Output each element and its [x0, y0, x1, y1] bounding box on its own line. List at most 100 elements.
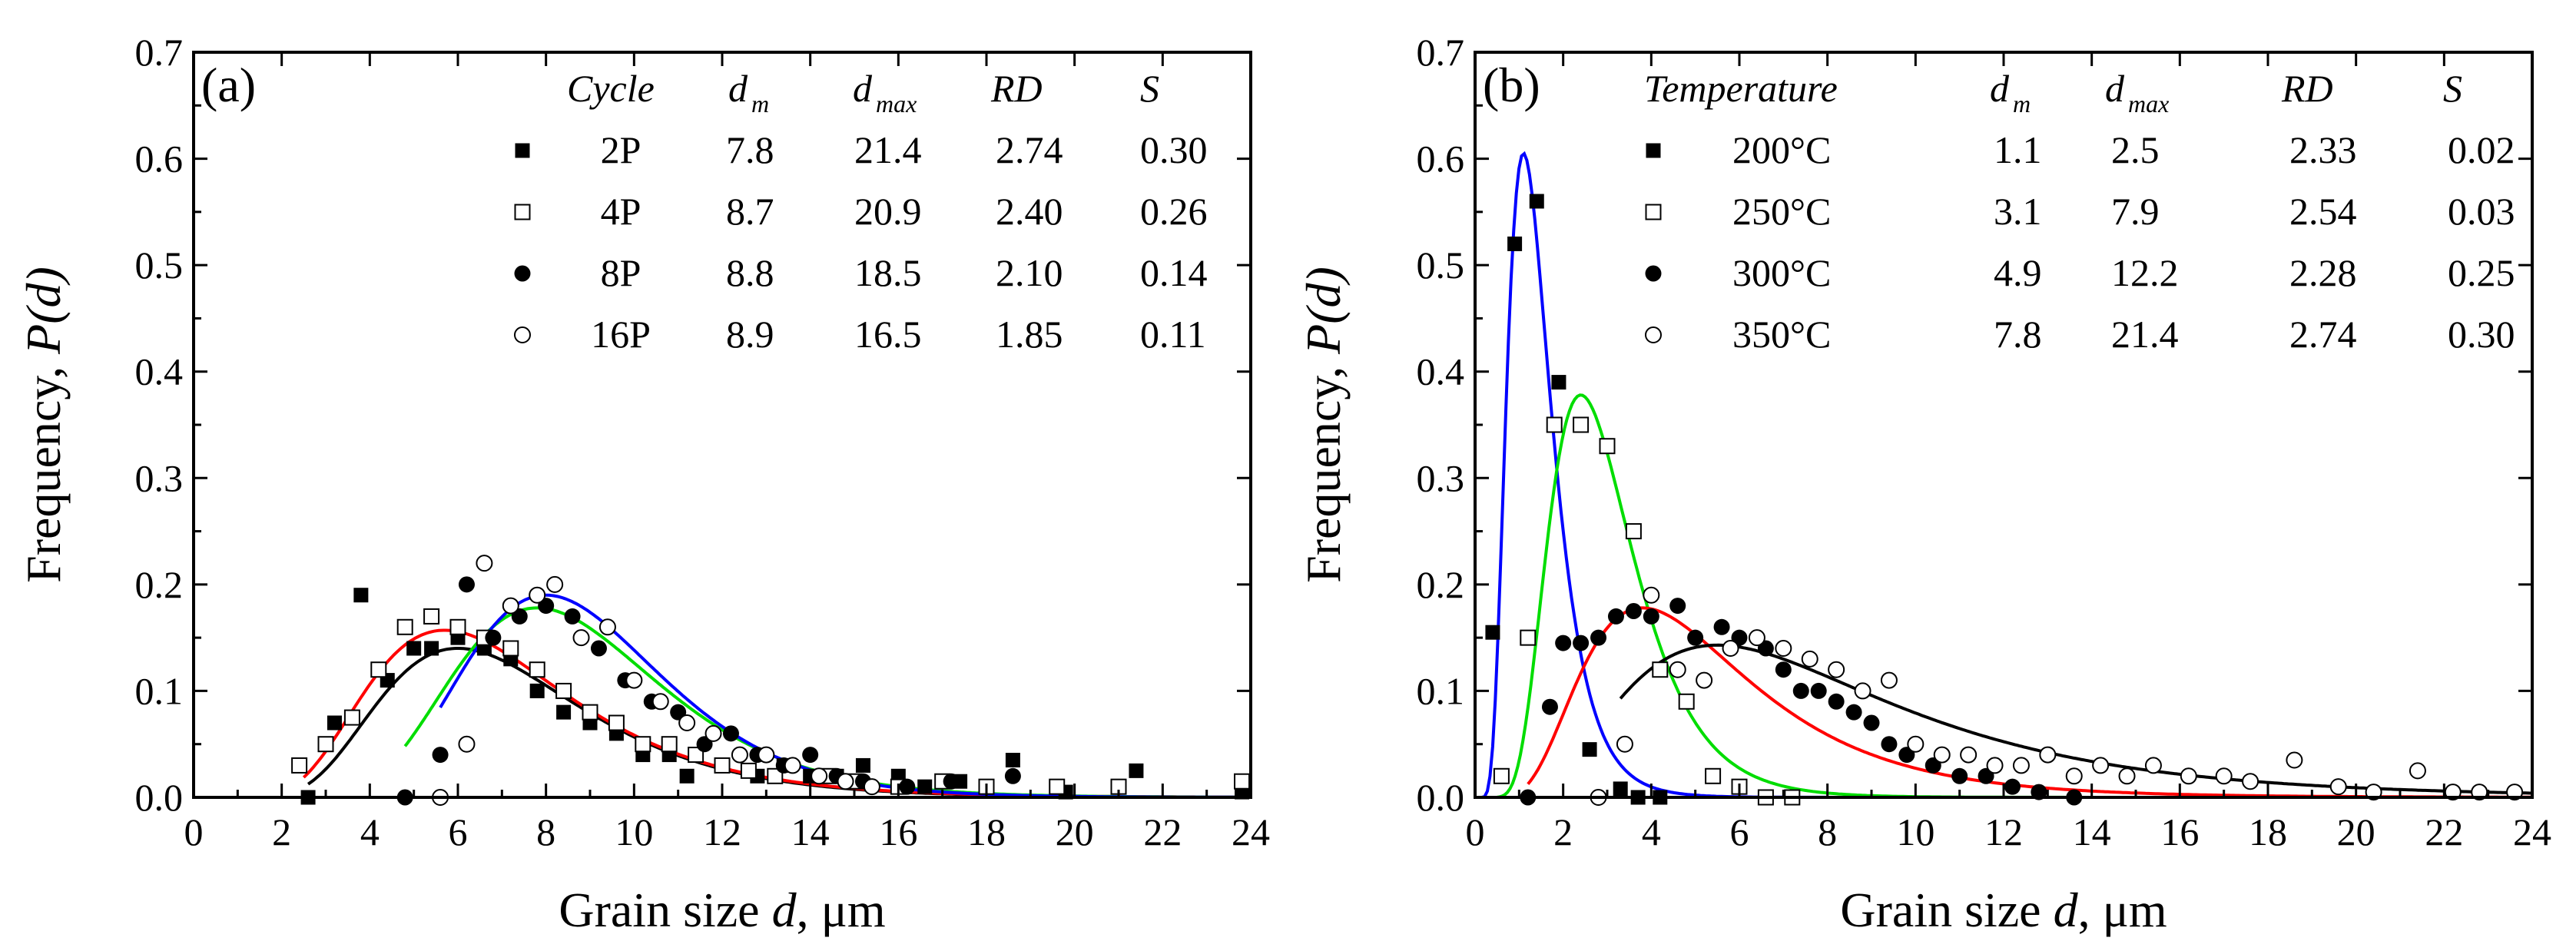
legend-header-dm: d	[728, 67, 748, 110]
data-point	[370, 661, 387, 678]
legend-row-s: 0.02	[2448, 128, 2515, 171]
data-point	[317, 736, 334, 753]
x-tick-label: 4	[360, 810, 380, 853]
data-point	[2092, 757, 2110, 774]
legend-header-rd: RD	[2281, 67, 2333, 110]
y-axis-title-var: P(d)	[1296, 267, 1351, 355]
legend-row-dmax: 2.5	[2111, 128, 2160, 171]
data-point	[1625, 523, 1642, 540]
data-point	[590, 640, 607, 657]
data-point	[598, 618, 616, 636]
data-point	[2286, 751, 2303, 769]
x-axis-title-main: Grain size	[1840, 883, 2053, 937]
x-axis-title-var: d	[2054, 883, 2079, 937]
data-point	[1493, 767, 1510, 784]
data-point	[1551, 375, 1566, 390]
legend-row-dm: 8.9	[726, 313, 774, 356]
legend-row-s: 0.26	[1140, 190, 1208, 233]
data-point	[740, 762, 757, 779]
x-axis-title-main: Grain size	[559, 883, 771, 937]
data-point	[1613, 781, 1628, 797]
data-point	[424, 641, 439, 656]
legend-marker	[1645, 265, 1662, 282]
x-tick-label: 12	[703, 810, 741, 853]
x-tick-label: 24	[2513, 810, 2551, 853]
data-point	[635, 736, 651, 753]
data-point	[1049, 778, 1066, 795]
x-tick-label: 4	[1642, 810, 1661, 853]
legend-header-dmax-sub: max	[2128, 90, 2169, 118]
legend-header-dm: d	[1990, 67, 2010, 110]
legend-row-dm: 7.8	[1994, 313, 2042, 356]
y-axis-title-main: Frequency,	[1296, 354, 1351, 583]
y-tick-label: 0.5	[135, 244, 184, 287]
x-tick-label: 8	[536, 810, 555, 853]
data-point	[343, 709, 360, 726]
data-point	[529, 661, 545, 678]
x-tick-label: 0	[1466, 810, 1485, 853]
series-350°C	[1590, 586, 2524, 806]
data-point	[678, 714, 696, 731]
data-point	[784, 757, 801, 774]
x-tick-label: 0	[184, 810, 204, 853]
data-point	[449, 618, 466, 635]
data-point	[1573, 635, 1590, 651]
legend-row-rd: 1.85	[996, 313, 1063, 356]
legend-row-label: 300°C	[1732, 251, 1831, 294]
data-point	[1129, 763, 1144, 778]
data-point	[1951, 767, 1968, 784]
legend-header-dm-sub: m	[2013, 90, 2031, 118]
legend-row-dmax: 12.2	[2111, 251, 2179, 294]
data-point	[556, 704, 572, 720]
data-point	[1801, 650, 1818, 668]
x-tick-label: 2	[1553, 810, 1573, 853]
data-point	[651, 693, 669, 711]
data-point	[1722, 640, 1739, 657]
legend-row-rd: 2.40	[996, 190, 1063, 233]
legend-header-s: S	[2443, 67, 2462, 110]
data-point	[2329, 778, 2347, 796]
legend-row-dmax: 20.9	[854, 190, 922, 233]
data-point	[1881, 736, 1898, 753]
legend-marker	[514, 326, 531, 343]
data-point	[353, 588, 369, 603]
series-8P	[396, 576, 1021, 806]
x-tick-label: 12	[1984, 810, 2023, 853]
legend-header-s: S	[1140, 67, 1159, 110]
y-tick-label: 0.7	[135, 31, 184, 74]
legend-row-label: 350°C	[1732, 313, 1831, 356]
data-point	[1775, 661, 1792, 678]
y-tick-label: 0.3	[135, 456, 184, 499]
data-point	[855, 757, 870, 773]
y-tick-label: 0.4	[135, 350, 184, 393]
data-point	[2180, 767, 2197, 785]
legend-row-label: 4P	[601, 190, 642, 233]
data-point	[1986, 757, 2004, 774]
y-tick-label: 0.1	[1417, 669, 1465, 712]
y-tick-label: 0.1	[135, 669, 184, 712]
x-tick-label: 10	[1896, 810, 1934, 853]
legend-row-dmax: 7.9	[2111, 190, 2160, 233]
legend-row-dm: 4.9	[1994, 251, 2042, 294]
data-point	[1507, 236, 1523, 251]
data-point	[458, 576, 475, 593]
y-axis-title: Frequency, P(d)	[16, 267, 71, 583]
data-point	[406, 641, 422, 656]
legend-row-dm: 7.8	[726, 128, 774, 171]
data-point	[1828, 661, 1845, 678]
data-point	[502, 640, 519, 657]
data-point	[423, 608, 440, 625]
data-point	[863, 778, 880, 796]
data-point	[1555, 635, 1572, 651]
data-point	[485, 629, 502, 646]
data-point	[722, 725, 739, 742]
data-point	[1705, 767, 1722, 784]
legend-header-dmax-sub: max	[876, 90, 917, 118]
legend-row-label: 16P	[591, 313, 651, 356]
x-tick-label: 6	[449, 810, 468, 853]
x-tick-label: 16	[2160, 810, 2199, 853]
legend-row-rd: 2.74	[2289, 313, 2357, 356]
data-point	[1234, 773, 1251, 790]
